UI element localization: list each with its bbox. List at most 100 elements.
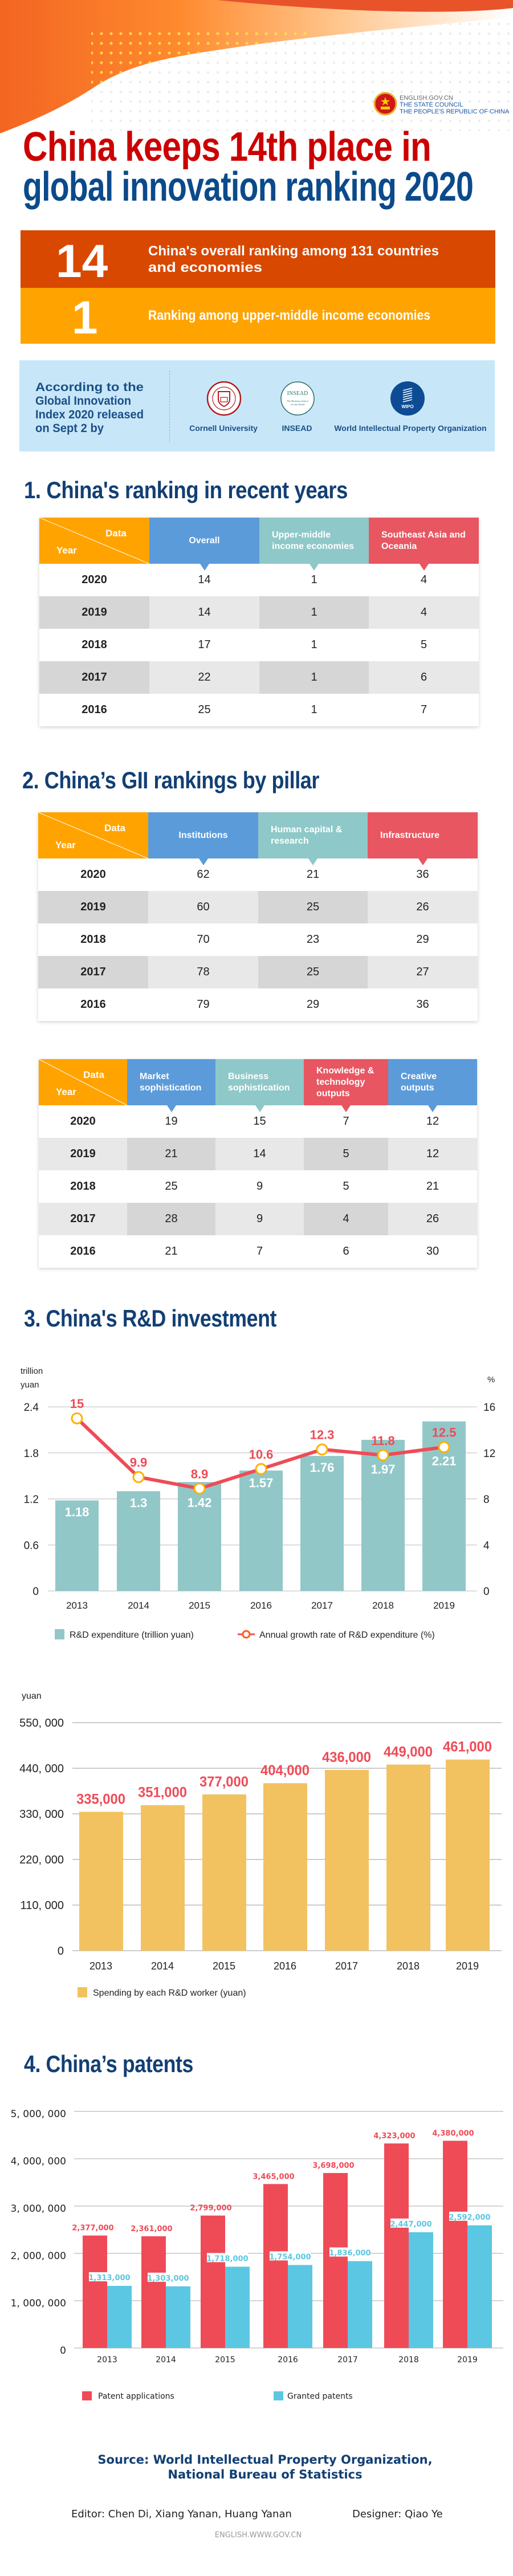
divider [169, 371, 170, 442]
org-label-insead: INSEAD [282, 424, 312, 433]
diagonal-divider [38, 812, 148, 858]
value-cell: 4 [304, 1203, 388, 1235]
title-line2: global innovation ranking 2020 [23, 164, 474, 210]
bar-patent-applications [384, 2143, 409, 2348]
bar-patent-applications [323, 2173, 348, 2348]
value-cell: 26 [388, 1203, 477, 1235]
x-tick-label: 2019 [433, 1600, 455, 1611]
patents-chart: 5, 000, 000 4, 000, 000 3, 000, 000 2, 000,… [11, 2109, 503, 2401]
value-cell: 4 [420, 573, 427, 586]
line-point [71, 1412, 83, 1425]
year-cell: 2020 [70, 1115, 96, 1128]
editor-credit: Editor: Chen Di, Xiang Yanan, Huang Yana… [71, 2508, 292, 2520]
rd-expenditure-chart: 2.4 16 1.8 12 1.2 8 0.6 4 0 0 trillion yuan% 1.18 201… [21, 1366, 495, 1640]
y-left-tick-label: 1.2 [24, 1494, 39, 1506]
value-cell: 62 [197, 868, 210, 881]
y-tick-label: 220, 000 [19, 1854, 64, 1866]
year-cell: 2016 [70, 1245, 96, 1258]
bar-value-label: 1.3 [130, 1496, 148, 1510]
highlight-overall-rank: 14 China's overall ranking among 131 cou… [21, 230, 495, 288]
bar-value-label: 2,592,000 [449, 2213, 490, 2222]
x-tick-label: 2018 [397, 1960, 420, 1972]
corner-year-label: Year [56, 545, 77, 556]
y-right-tick-label: 16 [483, 1402, 495, 1414]
value-cell: 14 [215, 1138, 304, 1170]
section-heading-2: 2. China’s GII rankings by pillar [22, 767, 319, 793]
svg-text:WIPO: WIPO [401, 404, 413, 409]
highlight-number: 1 [72, 292, 98, 344]
bar-patent-applications [443, 2140, 467, 2348]
value-cell: 26 [368, 891, 478, 923]
diagonal-divider [39, 518, 149, 564]
header-pointer-icon [341, 1105, 351, 1112]
value-cell: 19 [165, 1115, 178, 1128]
table-row: 2017 28 9 4 26 [39, 1203, 477, 1235]
bar-value-label: 1,836,000 [329, 2249, 370, 2258]
label-background [148, 2272, 189, 2282]
table-row: 2018 70 23 29 [38, 923, 478, 956]
year-cell: 2017 [39, 1203, 127, 1235]
value-cell: 6 [343, 1245, 349, 1258]
value-cell: 25 [165, 1180, 178, 1193]
x-tick-label: 2016 [278, 2355, 298, 2365]
y-right-tick-label: 12 [483, 1448, 495, 1460]
line-value-label: 12.5 [432, 1426, 457, 1440]
value-cell: 27 [368, 956, 478, 988]
x-tick-label: 2019 [457, 2355, 478, 2365]
source-line: National Bureau of Statistics [168, 2468, 363, 2481]
y-left-tick-label: 2.4 [24, 1402, 39, 1414]
footer-url[interactable]: ENGLISH.WWW.GOV.CN [214, 2531, 302, 2540]
bar-value-label: 2,799,000 [190, 2204, 231, 2213]
bar-value-label: 1,718,000 [206, 2254, 248, 2263]
value-cell: 4 [369, 596, 479, 629]
header-pointer-icon [428, 1105, 437, 1112]
legend-swatch [274, 2391, 283, 2400]
year-cell: 2016 [80, 998, 106, 1011]
bar-granted-patents [107, 2286, 132, 2348]
corner-header-cell: Data Year [38, 812, 148, 858]
x-tick-label: 2016 [274, 1960, 296, 1972]
insead-logo: INSEAD The Business School for the World [280, 381, 315, 416]
section-heading-4: 4. China’s patents [24, 2050, 193, 2077]
value-cell: 21 [306, 868, 320, 881]
value-cell: 29 [306, 998, 320, 1011]
y-right-tick-label: 4 [483, 1540, 490, 1552]
value-cell: 9 [215, 1203, 304, 1235]
y-axis-label: trillion [21, 1366, 43, 1376]
value-cell: 12 [426, 1115, 439, 1128]
value-cell: 17 [198, 638, 211, 651]
x-tick-label: 2014 [128, 1600, 149, 1611]
y-tick-label: 5, 000, 000 [11, 2109, 66, 2120]
bar-value-label: 4,380,000 [432, 2129, 474, 2138]
y-tick-label: 2, 000, 000 [11, 2251, 66, 2262]
designer-credit: Designer: Qiao Ye [352, 2508, 443, 2520]
wipo-logo: WIPO [390, 381, 425, 416]
table-row: 2020 62 21 36 [38, 858, 478, 891]
column-header: Upper-middle income economies [259, 518, 369, 571]
value-cell: 28 [127, 1203, 215, 1235]
label-background [207, 2253, 248, 2262]
bar-value-label: 1.97 [371, 1462, 396, 1476]
value-cell: 36 [416, 868, 429, 881]
national-emblem-icon [373, 92, 397, 116]
y-tick-label: 110, 000 [21, 1899, 64, 1912]
column-header-label: Human capital & research [271, 824, 343, 846]
value-cell: 78 [148, 956, 258, 988]
year-cell: 2020 [80, 868, 106, 881]
y-tick-label: 330, 000 [19, 1808, 64, 1821]
corner-year-label: Year [55, 840, 76, 850]
bar [325, 1769, 369, 1951]
x-tick-label: 2013 [97, 2355, 117, 2365]
bar-value-label: 3,465,000 [253, 2172, 294, 2181]
y-left-tick-label: 1.8 [24, 1448, 39, 1460]
x-tick-label: 2014 [151, 1960, 174, 1972]
bar [446, 1759, 490, 1951]
gii-intro-text: According to the Global Innovation Index… [35, 381, 148, 436]
value-cell: 25 [258, 891, 368, 923]
bar-value-label: 3,698,000 [312, 2162, 354, 2170]
highlight-text: China's overall ranking among 131 countr… [148, 243, 439, 259]
column-header-label: Business sophistication [228, 1071, 290, 1093]
column-header-label: Upper-middle income economies [272, 530, 355, 551]
bar-value-label: 1,754,000 [269, 2253, 311, 2261]
table-row: 2020 14 1 4 [39, 564, 479, 596]
